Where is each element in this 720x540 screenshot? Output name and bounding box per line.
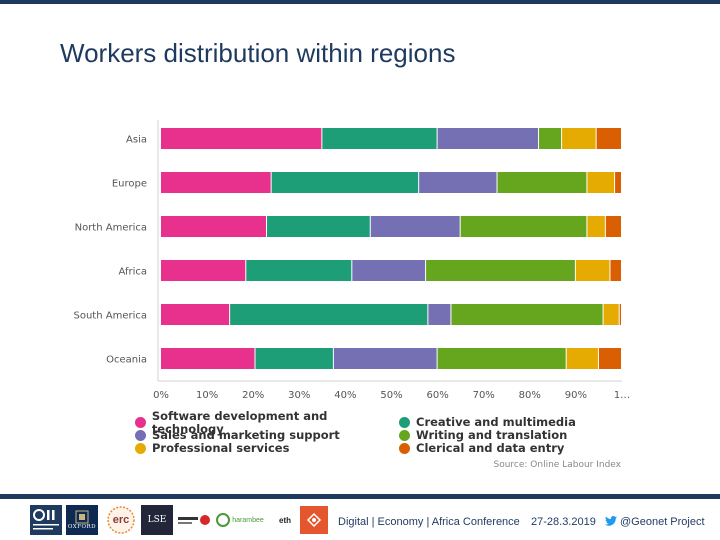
- bar-segment: [161, 348, 255, 369]
- bar-segment: [437, 128, 539, 149]
- bar-segment: [230, 304, 428, 325]
- harambee-logo: harambee: [215, 512, 265, 528]
- legend-row: Sales and marketing support Writing and …: [135, 429, 615, 442]
- bar-segment: [246, 260, 352, 281]
- category-label: South America: [74, 311, 148, 322]
- legend-item-writing: Writing and translation: [399, 429, 567, 442]
- erc-wordmark: erc: [112, 514, 130, 526]
- footer-dates: 27-28.3.2019: [531, 516, 596, 528]
- oxford-logo: OXFORD: [66, 505, 98, 535]
- legend-label-clerical: Clerical and data entry: [416, 441, 565, 455]
- bar-segment: [605, 216, 621, 237]
- x-tick-label: 20%: [242, 390, 264, 401]
- bar-segment: [566, 348, 598, 369]
- x-tick-label: 70%: [473, 390, 495, 401]
- bar-segment: [598, 348, 621, 369]
- legend-label-creative: Creative and multimedia: [416, 415, 576, 429]
- lse-logo: LSE: [141, 505, 173, 535]
- x-tick-label: 30%: [288, 390, 310, 401]
- category-label: North America: [75, 223, 147, 234]
- twitter-icon: [605, 516, 617, 526]
- legend-label-sales: Sales and marketing support: [152, 428, 340, 442]
- x-tick-label: 90%: [565, 390, 587, 401]
- legend-label-writing: Writing and translation: [416, 428, 568, 442]
- bar-segment: [587, 172, 615, 193]
- africa-logo: [300, 506, 328, 534]
- legend-row: Professional services Clerical and data …: [135, 442, 615, 455]
- stacked-bar-chart: Asia Europe North America Africa South Ameri…: [74, 120, 630, 401]
- legend-dot-software: [135, 417, 146, 428]
- twitter-handle: @Geonet Project: [620, 516, 705, 528]
- category-label: Africa: [118, 267, 147, 278]
- top-rule: [0, 0, 720, 4]
- legend-item-creative: Creative and multimedia: [399, 416, 576, 429]
- bar-segment: [370, 216, 460, 237]
- bar-segment: [161, 216, 267, 237]
- bar-segment: [255, 348, 333, 369]
- bar-segment: [460, 216, 587, 237]
- x-tick-label: 60%: [426, 390, 448, 401]
- bar-segment: [596, 128, 621, 149]
- bar-segment: [322, 128, 437, 149]
- oxford-wordmark: OXFORD: [67, 524, 97, 530]
- lse-wordmark: LSE: [147, 515, 167, 525]
- bar-segment: [161, 304, 230, 325]
- bar-segment: [539, 128, 562, 149]
- x-tick-label: 50%: [380, 390, 402, 401]
- bar-segment: [603, 304, 619, 325]
- legend-item-professional: Professional services: [135, 442, 399, 455]
- legend-dot-sales: [135, 430, 146, 441]
- bottom-rule: [0, 494, 720, 499]
- slide-title: Workers distribution within regions: [60, 38, 456, 68]
- x-tick-label: 40%: [334, 390, 356, 401]
- legend-row: Software development and technology Crea…: [135, 409, 615, 435]
- bar-segment: [333, 348, 437, 369]
- legend-dot-writing: [399, 430, 410, 441]
- footer-twitter[interactable]: @Geonet Project: [605, 516, 705, 528]
- bar-segment: [497, 172, 587, 193]
- footer-conference: Digital | Economy | Africa Conference: [338, 516, 520, 528]
- bar-segment: [437, 348, 566, 369]
- legend-dot-professional: [135, 443, 146, 454]
- legend-item-clerical: Clerical and data entry: [399, 442, 564, 455]
- category-label: Oceania: [106, 355, 147, 366]
- x-tick-label: 80%: [519, 390, 541, 401]
- bar-segment: [619, 304, 621, 325]
- bar-segment: [419, 172, 497, 193]
- category-label: Asia: [126, 135, 147, 146]
- bar-segment: [562, 128, 596, 149]
- bar-segment: [161, 128, 322, 149]
- bar-segment: [271, 172, 419, 193]
- legend-label-software: Software development and technology: [151, 408, 328, 436]
- legend-dot-clerical: [399, 443, 410, 454]
- bar-segment: [451, 304, 603, 325]
- legend-label-professional: Professional services: [152, 441, 290, 455]
- erc-logo: erc: [106, 505, 136, 535]
- oii-logo: [30, 505, 62, 535]
- legend-dot-creative: [399, 417, 410, 428]
- bar-segment: [426, 260, 575, 281]
- bar-segment: [610, 260, 621, 281]
- chart-source: Source: Online Labour Index: [493, 460, 622, 470]
- eth-wordmark: eth: [279, 515, 291, 525]
- chart-legend: Software development and technology Crea…: [135, 409, 615, 455]
- harambee-wordmark: harambee: [232, 516, 264, 524]
- bar-segment: [428, 304, 451, 325]
- bar-segment: [161, 260, 246, 281]
- x-tick-label: 10%: [196, 390, 218, 401]
- bar-segment: [352, 260, 426, 281]
- legend-item-sales: Sales and marketing support: [135, 429, 399, 442]
- bar-segment: [267, 216, 370, 237]
- x-tick-label: 0%: [153, 390, 169, 401]
- bar-segment: [161, 172, 271, 193]
- category-label: Europe: [112, 179, 147, 190]
- legend-item-software: Software development and technology: [135, 409, 399, 435]
- bar-segment: [615, 172, 621, 193]
- x-tick-label: 1…: [614, 390, 630, 401]
- bar-segment: [575, 260, 610, 281]
- eth-logo: eth: [275, 512, 295, 528]
- bar-segment: [587, 216, 605, 237]
- partner-logo-red: [178, 513, 212, 527]
